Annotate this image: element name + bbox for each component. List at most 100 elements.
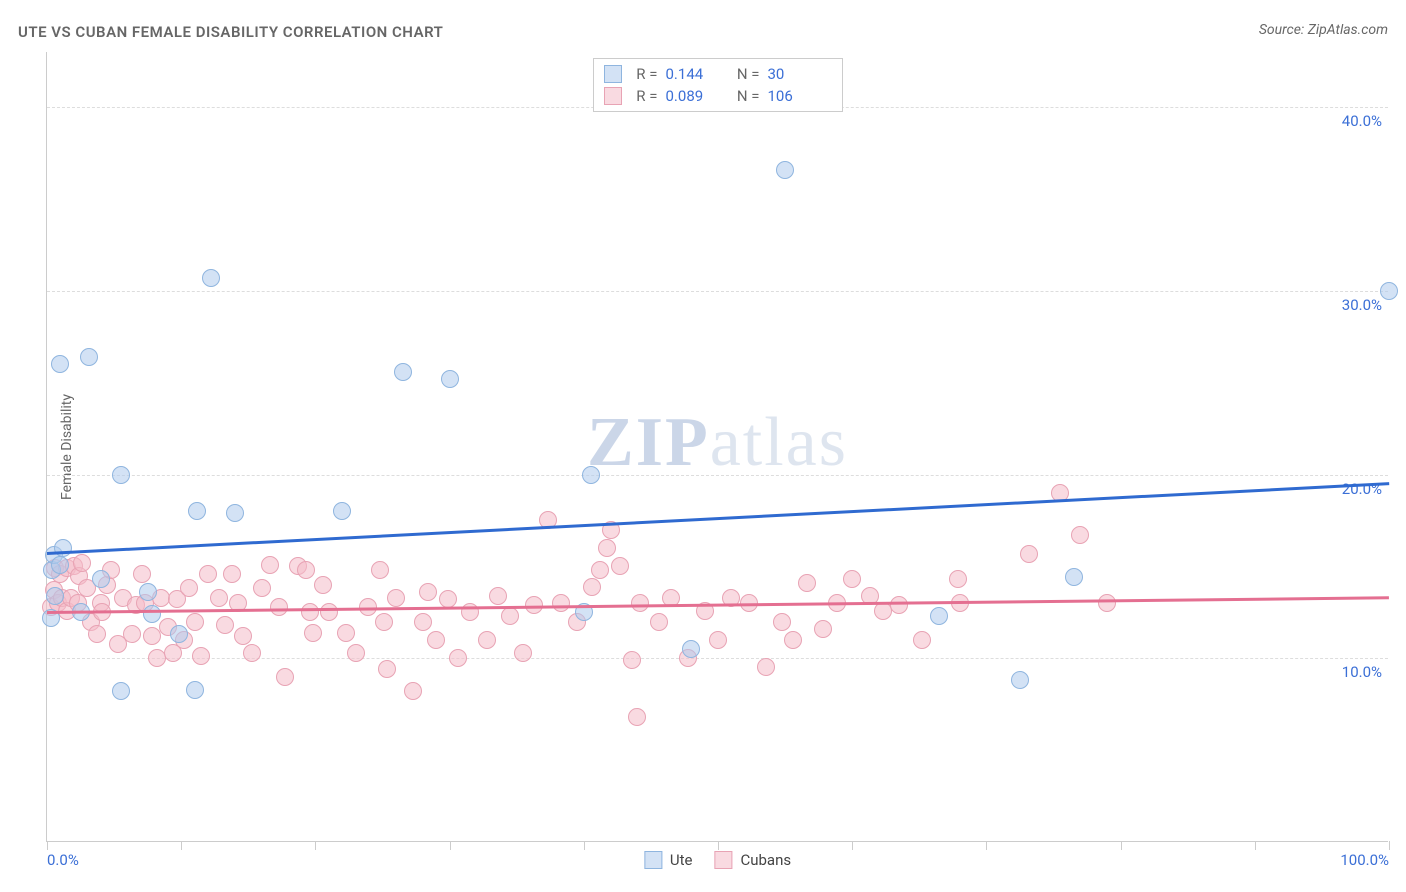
legend-label-ute: Ute	[670, 851, 693, 869]
scatter-point-cubans	[419, 583, 437, 601]
legend-label-cubans: Cubans	[740, 851, 791, 869]
scatter-point-cubans	[73, 554, 91, 572]
scatter-point-cubans	[414, 613, 432, 631]
x-tick-label: 0.0%	[47, 851, 79, 869]
legend-swatch-cubans	[714, 851, 732, 869]
scatter-point-cubans	[449, 649, 467, 667]
scatter-point-cubans	[913, 631, 931, 649]
scatter-point-ute	[51, 355, 69, 373]
scatter-point-cubans	[478, 631, 496, 649]
scatter-point-ute	[776, 161, 794, 179]
trendline-ute	[47, 482, 1389, 555]
gridline-h	[47, 475, 1388, 476]
scatter-point-ute	[441, 370, 459, 388]
series-legend: Ute Cubans	[644, 851, 791, 869]
x-tick	[1255, 841, 1256, 850]
scatter-point-cubans	[88, 625, 106, 643]
scatter-point-ute	[143, 605, 161, 623]
legend-item-cubans: Cubans	[714, 851, 791, 869]
scatter-point-ute	[1380, 282, 1398, 300]
scatter-point-ute	[582, 466, 600, 484]
scatter-point-cubans	[1098, 594, 1116, 612]
chart-source: Source: ZipAtlas.com	[1259, 22, 1388, 38]
scatter-point-cubans	[186, 613, 204, 631]
scatter-point-ute	[1011, 671, 1029, 689]
watermark-zip: ZIP	[587, 404, 710, 481]
watermark-atlas: atlas	[710, 404, 848, 481]
scatter-point-cubans	[628, 708, 646, 726]
scatter-point-ute	[682, 640, 700, 658]
scatter-point-cubans	[223, 565, 241, 583]
scatter-point-cubans	[304, 624, 322, 642]
scatter-point-cubans	[949, 570, 967, 588]
watermark: ZIPatlas	[587, 403, 848, 483]
scatter-point-cubans	[320, 603, 338, 621]
scatter-point-ute	[170, 625, 188, 643]
scatter-point-ute	[333, 502, 351, 520]
chart-header: UTE VS CUBAN FEMALE DISABILITY CORRELATI…	[18, 22, 1388, 46]
scatter-point-cubans	[192, 647, 210, 665]
scatter-point-ute	[1065, 568, 1083, 586]
scatter-point-cubans	[591, 561, 609, 579]
legend-swatch-ute	[604, 65, 622, 83]
scatter-point-cubans	[890, 596, 908, 614]
scatter-point-cubans	[123, 625, 141, 643]
x-tick	[718, 841, 719, 850]
scatter-point-cubans	[427, 631, 445, 649]
scatter-point-ute	[51, 556, 69, 574]
scatter-point-cubans	[199, 565, 217, 583]
y-tick-label: 40.0%	[1342, 112, 1382, 130]
scatter-point-ute	[112, 466, 130, 484]
scatter-point-cubans	[514, 644, 532, 662]
scatter-point-ute	[226, 504, 244, 522]
scatter-point-cubans	[814, 620, 832, 638]
trendline-cubans	[47, 596, 1389, 613]
scatter-point-cubans	[180, 579, 198, 597]
scatter-point-cubans	[773, 613, 791, 631]
scatter-point-ute	[930, 607, 948, 625]
scatter-point-cubans	[347, 644, 365, 662]
scatter-point-cubans	[253, 579, 271, 597]
y-tick-label: 10.0%	[1342, 663, 1382, 681]
gridline-h	[47, 291, 1388, 292]
scatter-point-cubans	[210, 589, 228, 607]
scatter-point-cubans	[387, 589, 405, 607]
scatter-point-cubans	[501, 607, 519, 625]
chart-container: Female Disability ZIPatlas R = 0.144 N =…	[18, 52, 1388, 842]
scatter-point-cubans	[623, 651, 641, 669]
n-label: N =	[732, 63, 760, 85]
scatter-point-cubans	[261, 556, 279, 574]
x-tick	[852, 841, 853, 850]
scatter-point-cubans	[314, 576, 332, 594]
scatter-point-ute	[139, 583, 157, 601]
legend-swatch-cubans	[604, 87, 622, 105]
scatter-point-cubans	[757, 658, 775, 676]
r-value-ute: 0.144	[666, 63, 724, 85]
scatter-point-cubans	[1071, 526, 1089, 544]
scatter-point-cubans	[143, 627, 161, 645]
scatter-point-cubans	[784, 631, 802, 649]
r-value-cubans: 0.089	[666, 85, 724, 107]
scatter-point-ute	[92, 570, 110, 588]
scatter-point-cubans	[611, 557, 629, 575]
scatter-point-cubans	[598, 539, 616, 557]
scatter-point-ute	[80, 348, 98, 366]
scatter-point-cubans	[489, 587, 507, 605]
n-value-cubans: 106	[768, 85, 826, 107]
scatter-point-cubans	[709, 631, 727, 649]
scatter-point-cubans	[798, 574, 816, 592]
x-tick	[986, 841, 987, 850]
x-tick-label: 100.0%	[1340, 851, 1389, 869]
scatter-point-cubans	[583, 578, 601, 596]
scatter-point-cubans	[552, 594, 570, 612]
x-tick	[47, 841, 48, 850]
scatter-point-ute	[46, 587, 64, 605]
scatter-point-cubans	[243, 644, 261, 662]
scatter-point-ute	[394, 363, 412, 381]
scatter-point-cubans	[1020, 545, 1038, 563]
scatter-point-cubans	[650, 613, 668, 631]
scatter-point-ute	[202, 269, 220, 287]
plot-area: ZIPatlas R = 0.144 N = 30 R = 0.089 N = …	[46, 52, 1388, 842]
scatter-point-cubans	[301, 603, 319, 621]
correlation-legend: R = 0.144 N = 30 R = 0.089 N = 106	[593, 58, 843, 112]
